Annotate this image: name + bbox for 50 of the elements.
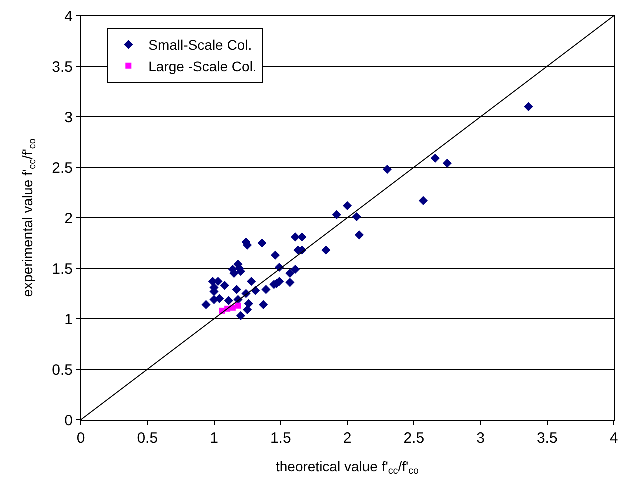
y-tick-label: 2 (64, 210, 73, 228)
point (232, 285, 242, 294)
x-tick-label: 2.5 (404, 430, 425, 447)
point (271, 250, 280, 260)
point (290, 232, 300, 242)
y-tick-label: 3 (64, 109, 73, 126)
point (215, 294, 224, 304)
y-tick-label: 3.5 (52, 58, 73, 76)
x-tick-label: 4 (610, 430, 618, 447)
point (286, 278, 295, 288)
point (524, 102, 534, 112)
x-tick-label: 0 (76, 430, 86, 447)
point (259, 300, 268, 310)
x-tick-label: 1.5 (270, 430, 292, 447)
point (202, 300, 211, 310)
x-tick-label: 1 (210, 430, 218, 447)
y-tick-label: 0.5 (52, 362, 73, 379)
x-axis-title: theoretical value f'$_{cc}$/f'$_{co}$ (276, 458, 420, 478)
x-tick-label: 0.5 (137, 430, 158, 447)
x-tick-label: 3.5 (536, 430, 558, 447)
point (354, 230, 364, 240)
legend-label: Large -Scale Col. (148, 58, 257, 74)
point (258, 238, 267, 248)
legend-label: Small-Scale Col. (148, 37, 252, 54)
x-tick-label: 2 (343, 430, 352, 447)
y-tick-label: 0 (64, 412, 73, 430)
point (235, 302, 242, 309)
point (247, 277, 256, 286)
point (224, 296, 234, 306)
x-tick-label: 3 (476, 430, 485, 447)
point (290, 264, 300, 274)
point (236, 311, 246, 321)
y-tick-label: 4 (64, 8, 73, 26)
y-tick-label: 1.5 (52, 260, 73, 278)
point (244, 299, 254, 308)
point (442, 158, 452, 168)
point (382, 164, 392, 174)
y-tick-label: 1 (64, 311, 73, 328)
point (262, 285, 271, 294)
point (418, 196, 428, 206)
point (322, 246, 331, 255)
point (286, 269, 295, 278)
point (342, 201, 352, 210)
point (430, 154, 440, 163)
point (352, 212, 362, 222)
point (332, 210, 342, 220)
y-tick-label: 2.5 (52, 160, 73, 177)
point (220, 281, 230, 290)
point (243, 305, 252, 314)
point (298, 232, 307, 242)
